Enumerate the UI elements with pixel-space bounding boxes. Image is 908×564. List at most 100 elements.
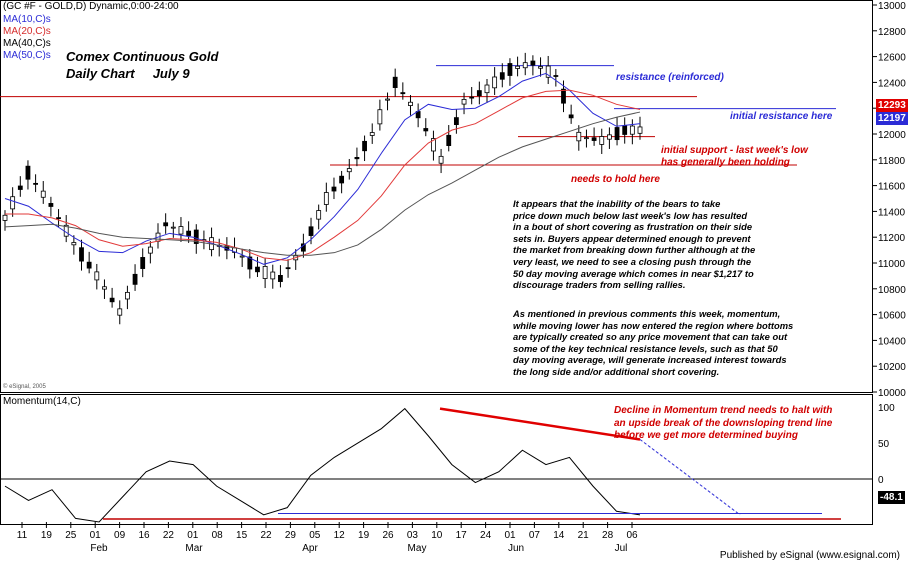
price-tick-label: 12000 [878, 130, 906, 141]
x-tick-label: 28 [602, 530, 614, 541]
copyright: © eSignal, 2005 [3, 384, 46, 390]
momentum-label: Momentum(14,C) [3, 396, 81, 407]
momentum-line [4, 407, 641, 523]
candle-body [79, 247, 84, 262]
candle-body [553, 75, 559, 77]
candle-body [2, 214, 8, 221]
candle-body [599, 136, 605, 145]
x-tick-label: 01 [504, 530, 516, 541]
candle-body [163, 222, 169, 227]
x-tick-label: 09 [114, 530, 126, 541]
candle-body [354, 156, 360, 160]
x-tick-label: 11 [17, 530, 28, 541]
x-tick-label: 24 [480, 530, 492, 541]
candle-body [400, 92, 406, 95]
candle-body [453, 117, 459, 125]
x-tick-label: 22 [260, 530, 272, 541]
x-tick-label: 16 [138, 530, 150, 541]
chart-subtitle: Daily Chart July 9 [66, 66, 190, 81]
candle-body [323, 192, 329, 205]
resistance-label: resistance (reinforced) [616, 72, 724, 83]
candle-body [339, 175, 345, 184]
price-tick-label: 10600 [878, 311, 906, 322]
price-tick-label: 12600 [878, 53, 906, 64]
candle-body [117, 308, 123, 316]
price-tick-label: 11800 [878, 156, 906, 167]
candle-body [469, 96, 475, 99]
candle-body [476, 90, 482, 97]
candle-body [316, 210, 322, 220]
candle-body [392, 76, 398, 88]
price-tick-label: 10000 [878, 388, 906, 399]
ma50-label: MA(50,C)s [3, 50, 51, 61]
x-tick-label: 22 [163, 530, 175, 541]
x-tick-label: 26 [382, 530, 394, 541]
momentum-trendline-extension [639, 439, 741, 516]
candle-body [385, 98, 390, 101]
candle-body [132, 273, 138, 285]
price-tick-label: 13000 [878, 1, 906, 12]
x-tick-label: 01 [187, 530, 199, 541]
candle-body [637, 126, 643, 134]
x-tick-label: 12 [334, 530, 346, 541]
candle-body [255, 266, 260, 273]
month-label: Jul [615, 543, 628, 554]
price-tick-label: 12800 [878, 27, 906, 38]
month-label: Jun [508, 543, 524, 554]
ma40-label: MA(40,C)s [3, 38, 51, 49]
x-tick-label: 19 [41, 530, 53, 541]
x-tick-label: 15 [236, 530, 248, 541]
candle-body [147, 246, 153, 254]
initial-resistance-label: initial resistance here [730, 111, 833, 122]
candle-body [25, 165, 31, 180]
candle-body [369, 132, 375, 136]
x-tick-label: 29 [285, 530, 297, 541]
needs-to-hold-label: needs to hold here [571, 174, 660, 185]
x-tick-label: 03 [407, 530, 419, 541]
price-tick-label: 11000 [878, 259, 906, 270]
candle-body [362, 140, 367, 152]
candle-body [530, 60, 536, 66]
ma20-label: MA(20,C)s [3, 26, 51, 37]
candle-body [239, 255, 245, 258]
x-tick-label: 08 [212, 530, 224, 541]
candle-body [492, 76, 498, 89]
month-label: Feb [90, 543, 108, 554]
candle-body [438, 155, 444, 164]
candle-body [522, 62, 528, 69]
candle-body [17, 185, 23, 190]
price-tick-label: 10200 [878, 362, 906, 373]
candle-body [308, 226, 314, 236]
commentary-paragraph-2: As mentioned in previous comments this w… [513, 308, 794, 377]
candle-body [262, 266, 268, 279]
candle-body [507, 63, 513, 76]
candle-body [109, 297, 115, 303]
candle-body [86, 261, 92, 269]
price-tag-upper: 12293 [876, 99, 908, 112]
x-tick-label: 21 [578, 530, 590, 541]
symbol-line: (GC #F - GOLD,D) Dynamic,0:00-24:00 [3, 1, 179, 12]
candle-body [331, 186, 337, 192]
momentum-tick-label: 100 [878, 403, 895, 414]
candle-body [247, 256, 253, 270]
ma-line-0 [4, 72, 641, 265]
candle-body [606, 134, 612, 140]
candle-body [10, 196, 16, 210]
candle-body [584, 137, 589, 140]
candle-body [484, 84, 490, 94]
candle-body [629, 125, 635, 135]
footer-credit: Published by eSignal (www.esignal.com) [719, 550, 900, 561]
month-label: May [408, 543, 427, 554]
x-tick-label: 19 [358, 530, 370, 541]
candle-body [56, 217, 61, 220]
x-tick-label: 25 [65, 530, 77, 541]
x-tick-label: 14 [553, 530, 565, 541]
candle-body [499, 72, 505, 80]
momentum-tick-label: 50 [878, 439, 890, 450]
price-panel-frame [0, 0, 873, 393]
price-tick-label: 11200 [878, 233, 906, 244]
candle-body [285, 267, 291, 270]
price-tick-label: 10800 [878, 285, 906, 296]
candle-body [140, 257, 146, 269]
